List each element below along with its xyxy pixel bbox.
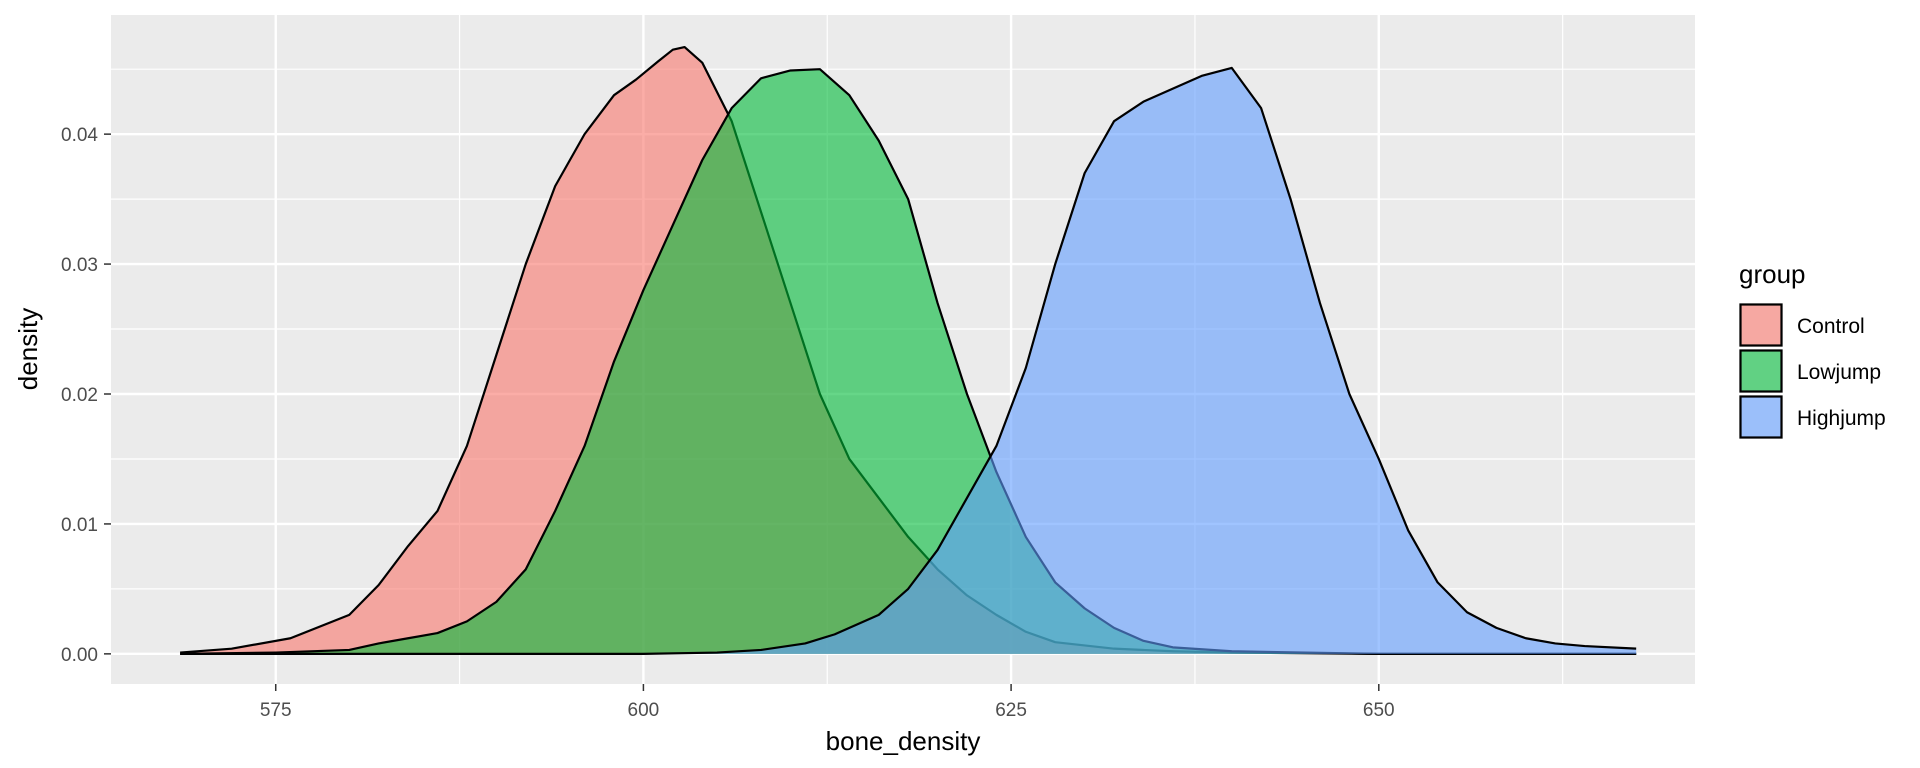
density-area-highjump xyxy=(180,67,1637,654)
x-tick-label: 650 xyxy=(1363,700,1395,721)
legend-items: Control Lowjump Highjump xyxy=(1739,303,1886,439)
legend: group Control Lowjump Highjump xyxy=(1739,259,1886,439)
x-axis-tick-labels: 575 600 625 650 xyxy=(260,700,1395,721)
y-tick-label: 0.04 xyxy=(61,125,98,146)
x-axis-title: bone_density xyxy=(826,726,981,756)
density-outline-highjump xyxy=(180,66,1637,655)
y-tick-label: 0.02 xyxy=(61,385,98,406)
legend-item-highjump: Highjump xyxy=(1739,395,1886,439)
legend-swatch-highjump xyxy=(1739,395,1783,439)
y-tick-label: 0.03 xyxy=(61,255,98,276)
x-tick-label: 575 xyxy=(260,700,292,721)
legend-swatch-lowjump xyxy=(1739,349,1783,393)
y-axis-ticks xyxy=(104,133,111,655)
density-areas xyxy=(180,45,1637,655)
x-tick-label: 625 xyxy=(995,700,1027,721)
x-tick-label: 600 xyxy=(628,700,660,721)
y-tick-label: 0.01 xyxy=(61,515,98,536)
y-axis-tick-labels: 0.00 0.01 0.02 0.03 0.04 xyxy=(61,125,98,666)
y-axis-title: density xyxy=(13,308,43,390)
legend-swatch-control xyxy=(1739,303,1783,347)
legend-item-lowjump: Lowjump xyxy=(1739,349,1881,393)
density-area-lowjump xyxy=(180,69,1637,654)
y-tick-label: 0.00 xyxy=(61,645,98,666)
legend-item-control: Control xyxy=(1739,303,1865,347)
legend-label-control: Control xyxy=(1797,315,1865,338)
x-axis-ticks xyxy=(274,684,1380,691)
legend-title: group xyxy=(1739,259,1806,289)
legend-label-lowjump: Lowjump xyxy=(1797,361,1881,384)
legend-label-highjump: Highjump xyxy=(1797,407,1886,430)
density-area-control xyxy=(180,47,1637,654)
